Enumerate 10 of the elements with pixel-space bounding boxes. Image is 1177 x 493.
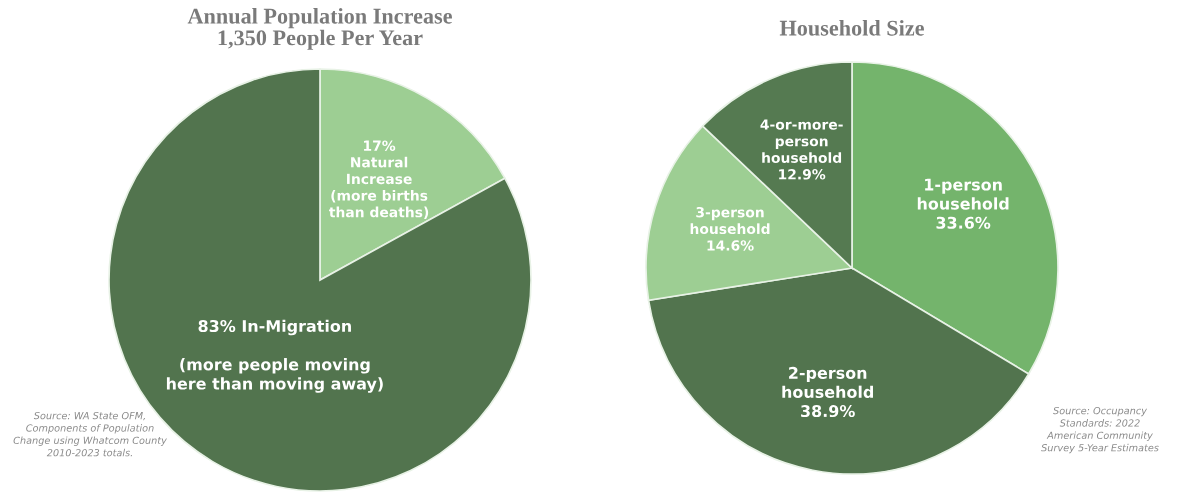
slice-label: 3-person household 14.6% [690, 206, 770, 251]
chart-title: Household Size [779, 20, 924, 36]
source-note: Source: Occupancy Standards: 2022 American Community Survey 5-Year Estimates [1041, 406, 1159, 454]
slice-label: 2-person household 38.9% [782, 366, 873, 418]
source-note: Source: WA State OFM, Components of Population Change using Whatcom County 2010-2023 totals. [13, 411, 167, 457]
slice-label: 17% Natural Increase (more births than deaths) [329, 140, 429, 219]
category-label: 83% In-Migration (more people moving here than moving away) [166, 319, 383, 393]
slice-label: 4-or-more- person household 12.9% [760, 119, 843, 180]
slice-label: 1-person household 33.6% [917, 178, 1009, 229]
chart-title: Annual Population Increase 1,350 People Per Year [187, 8, 452, 50]
